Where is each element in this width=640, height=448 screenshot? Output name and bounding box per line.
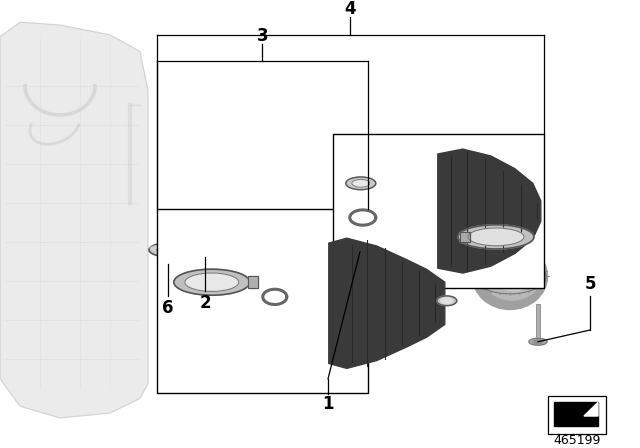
Ellipse shape [501, 256, 529, 283]
Text: 3: 3 [257, 27, 268, 45]
Ellipse shape [472, 243, 547, 310]
Ellipse shape [236, 230, 264, 266]
Bar [248, 276, 258, 288]
Bar [333, 134, 544, 288]
Bar [157, 209, 368, 393]
Ellipse shape [468, 228, 524, 246]
Ellipse shape [352, 179, 370, 187]
Polygon shape [329, 238, 445, 368]
Bar [215, 242, 248, 263]
Bar [460, 232, 470, 242]
Polygon shape [0, 22, 148, 418]
Bar [215, 242, 248, 263]
Polygon shape [554, 402, 598, 426]
Ellipse shape [401, 244, 409, 260]
Ellipse shape [240, 240, 256, 260]
Ellipse shape [458, 225, 534, 249]
Polygon shape [438, 149, 541, 273]
Polygon shape [405, 220, 490, 283]
Ellipse shape [149, 243, 187, 257]
Bar [318, 243, 490, 261]
Ellipse shape [185, 273, 239, 292]
Ellipse shape [437, 296, 457, 306]
Bar [548, 396, 606, 434]
Ellipse shape [482, 246, 542, 300]
Ellipse shape [174, 269, 250, 295]
Text: 2: 2 [199, 293, 211, 312]
Ellipse shape [529, 338, 547, 345]
Text: 5: 5 [584, 275, 596, 293]
Text: 6: 6 [163, 298, 173, 317]
Ellipse shape [228, 228, 268, 276]
Bar [460, 232, 470, 242]
Ellipse shape [314, 244, 322, 260]
Text: 4: 4 [344, 0, 356, 18]
Ellipse shape [441, 298, 453, 304]
Polygon shape [584, 402, 598, 416]
Text: 465199: 465199 [554, 434, 601, 447]
Ellipse shape [533, 340, 543, 344]
Ellipse shape [492, 252, 536, 291]
Bar [248, 276, 258, 288]
Ellipse shape [346, 177, 376, 190]
Ellipse shape [150, 245, 186, 251]
Text: 1: 1 [323, 395, 333, 414]
Ellipse shape [157, 246, 179, 254]
Polygon shape [248, 224, 318, 279]
